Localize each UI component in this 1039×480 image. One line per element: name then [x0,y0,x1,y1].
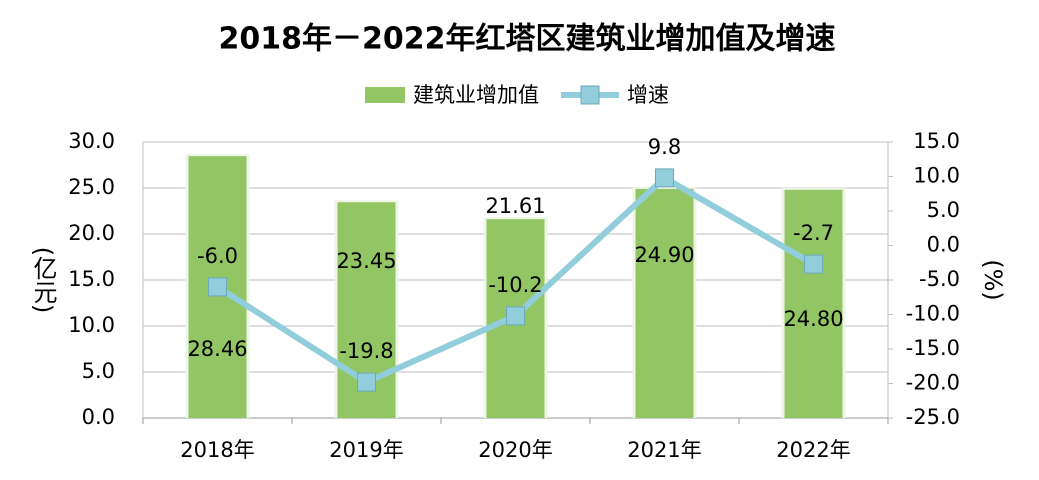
line-marker [804,254,823,274]
y2-tick-label: 15.0 [913,129,960,153]
y2-tick-label: -20.0 [906,371,960,395]
bar-value-label: 28.46 [187,337,247,361]
line-marker [506,306,525,326]
line-value-label: -19.8 [339,339,393,363]
legend-swatch [365,87,405,103]
y2-tick-label: -5.0 [919,267,960,291]
y2-tick-label: -10.0 [906,302,960,326]
chart-title: 2018年－2022年红塔区建筑业增加值及增速 [219,22,836,57]
line-value-label: -10.2 [488,273,542,297]
bar [784,189,843,418]
x-tick-label: 2019年 [329,438,403,462]
y-axis-title: (亿元) [29,247,57,314]
y2-axis-title: (%) [979,259,1007,301]
bar-value-label: 24.80 [783,307,843,331]
x-tick-label: 2020年 [478,438,552,462]
y-tick-label: 10.0 [68,313,115,337]
y2-tick-label: 5.0 [927,198,960,222]
y2-tick-label: 10.0 [913,164,960,188]
legend-marker [580,85,600,105]
bar-value-label: 24.90 [634,243,694,267]
bar [635,188,694,418]
legend-label: 建筑业增加值 [413,83,539,107]
y2-tick-label: -15.0 [906,336,960,360]
y2-tick-label: -25.0 [906,405,960,429]
x-tick-label: 2018年 [180,438,254,462]
line-marker [208,277,227,297]
y-tick-label: 20.0 [68,221,115,245]
bar-value-label: 21.61 [485,194,545,218]
line-value-label: 9.8 [648,135,681,159]
y-tick-label: 15.0 [68,267,115,291]
line-marker [655,168,674,188]
x-tick-label: 2022年 [776,438,850,462]
line-value-label: -2.7 [793,221,834,245]
y-tick-label: 30.0 [68,129,115,153]
line-marker [357,372,376,392]
bar-value-label: 23.45 [336,249,396,273]
y-tick-label: 5.0 [82,359,115,383]
y2-tick-label: 0.0 [927,233,960,257]
legend-label: 增速 [627,83,669,107]
y-tick-label: 25.0 [68,175,115,199]
y-tick-label: 0.0 [82,405,115,429]
line-value-label: -6.0 [197,244,238,268]
x-tick-label: 2021年 [627,438,701,462]
